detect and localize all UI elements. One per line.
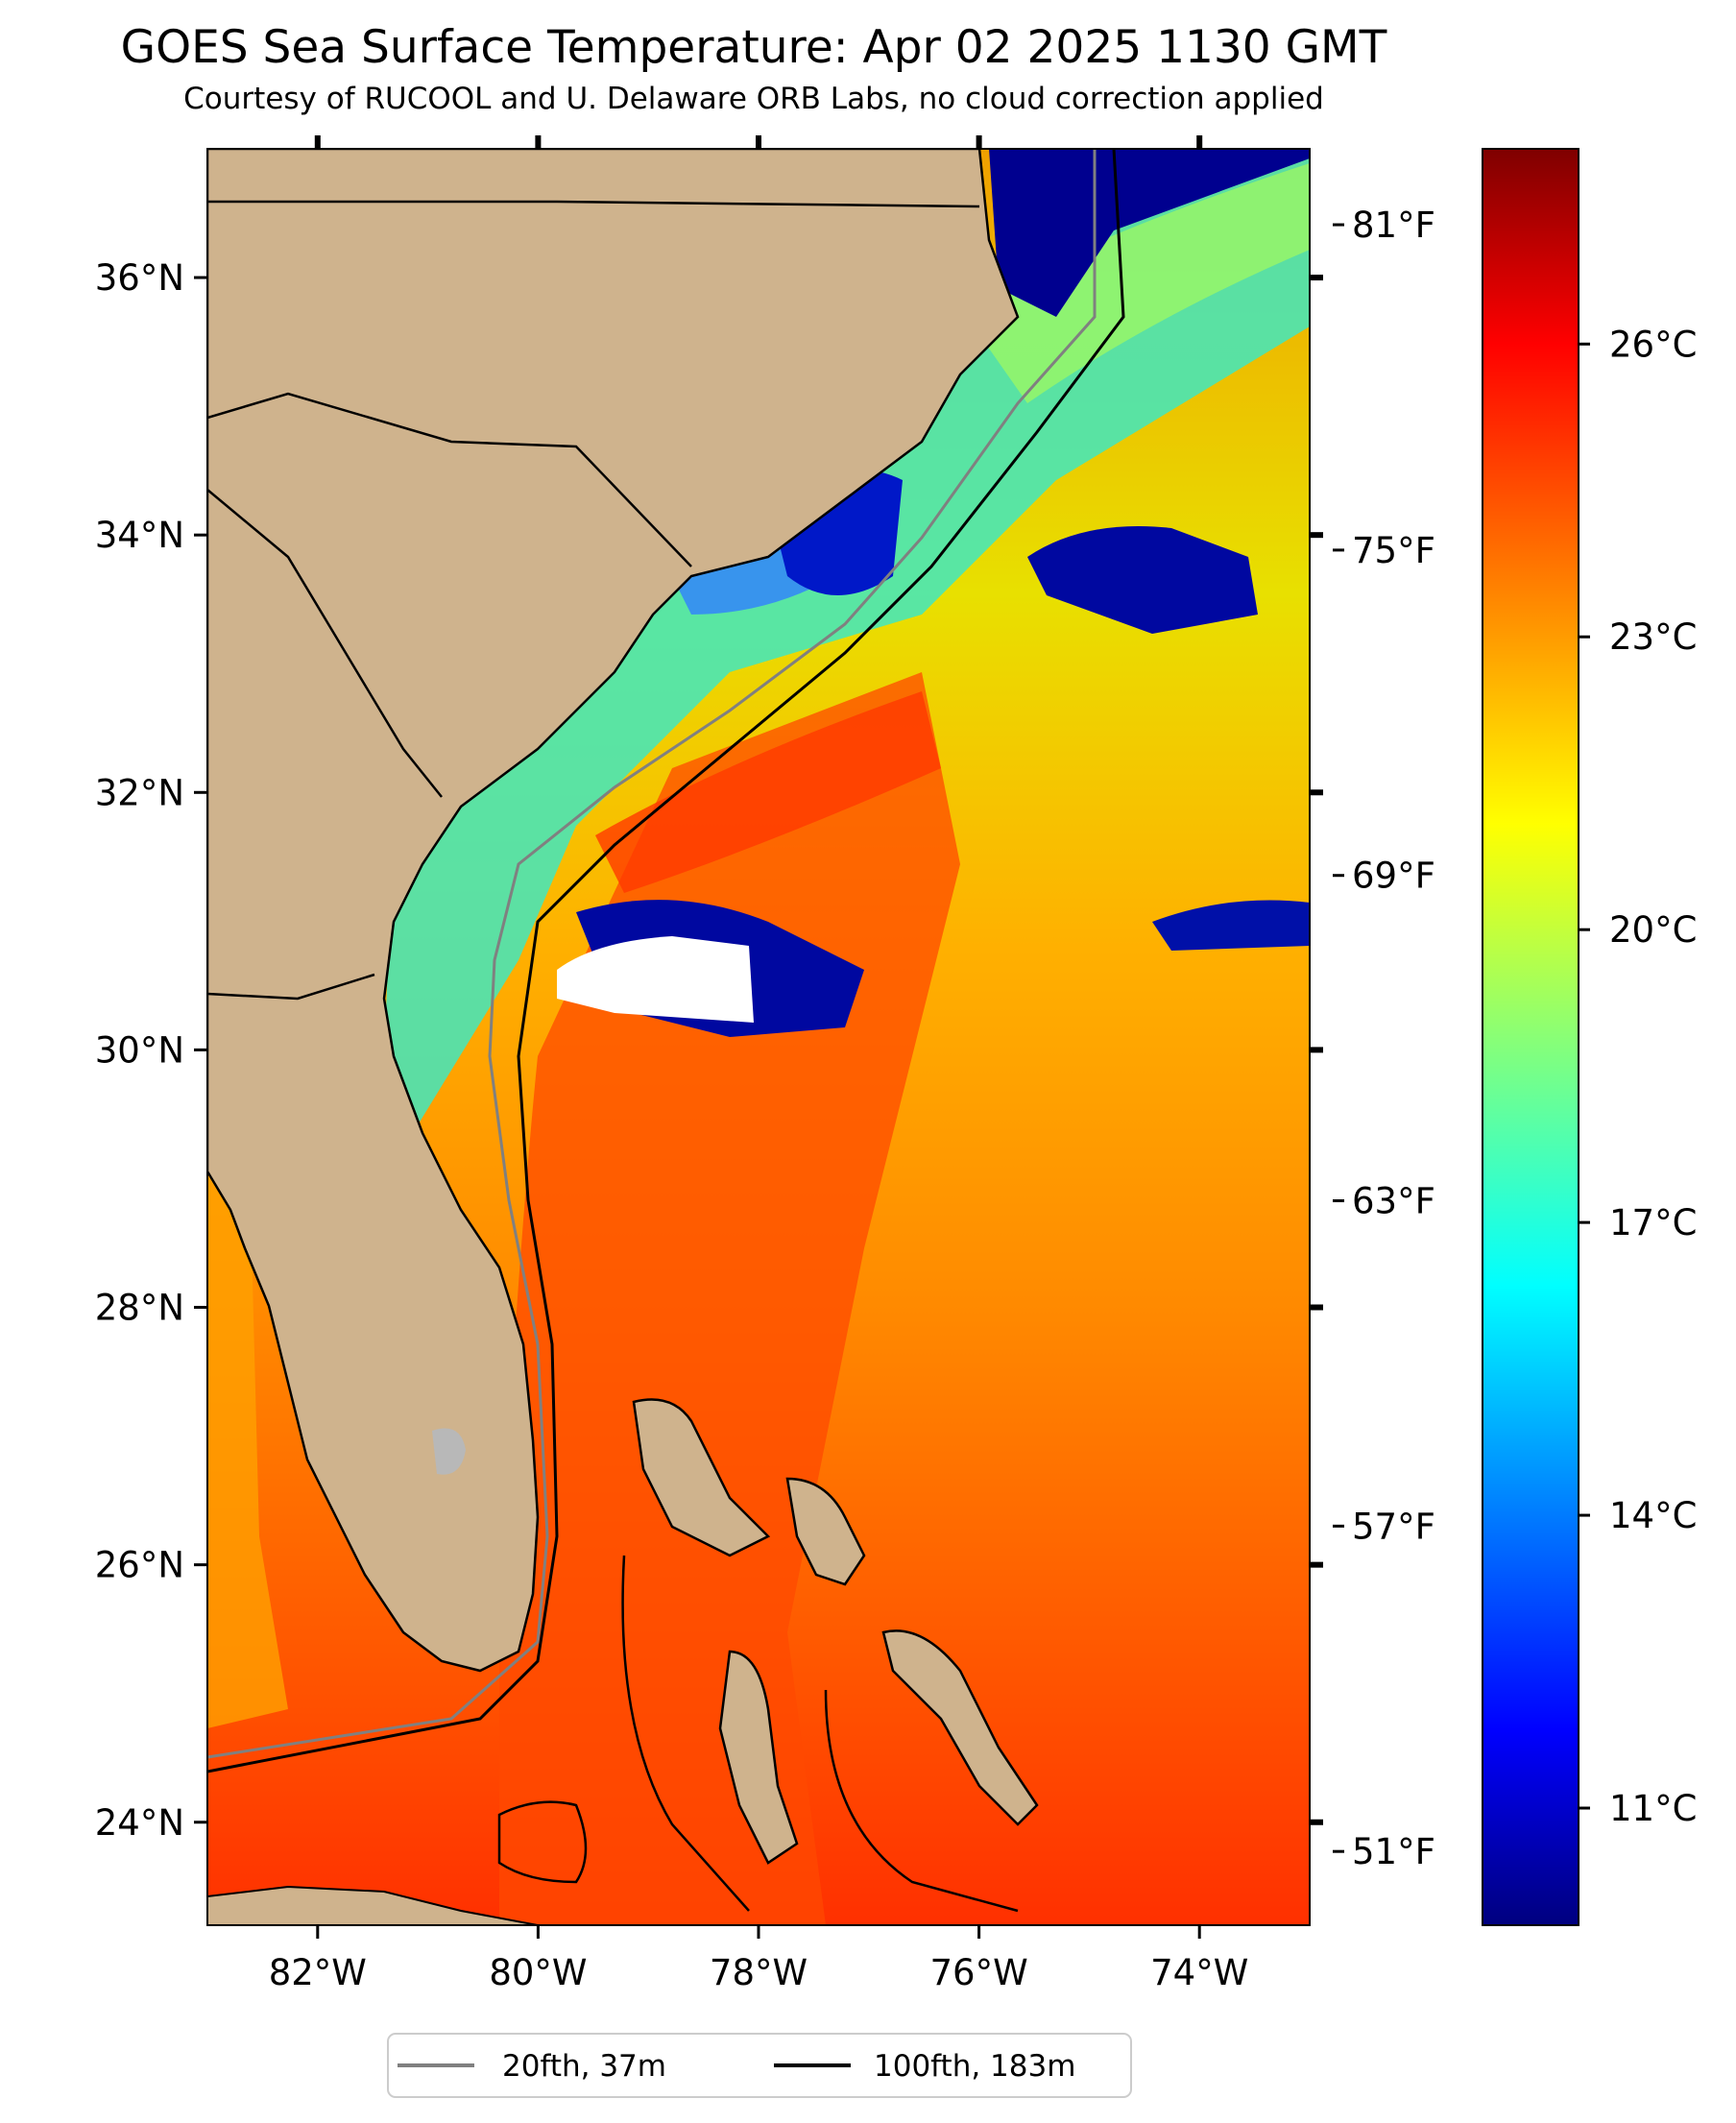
celsius-axis: 11°C 14°C 17°C 20°C 23°C 26°C <box>1579 324 1697 1829</box>
land-us-coast <box>207 149 1020 1673</box>
lon-tick-label: 78°W <box>710 1952 808 1993</box>
fahrenheit-tick-label: 81°F <box>1352 205 1435 246</box>
contour-exuma-sound <box>824 1689 1019 1913</box>
legend: 20fth, 37m 100fth, 183m <box>387 2033 1132 2098</box>
lat-tick-label: 28°N <box>95 1288 184 1329</box>
lon-tick-label: 76°W <box>930 1952 1028 1993</box>
border-nc-sc <box>207 392 692 567</box>
legend-label-100fth: 100fth, 183m <box>874 2049 1075 2084</box>
celsius-tick-label: 17°C <box>1609 1202 1697 1243</box>
lon-tick-label: 82°W <box>269 1952 367 1993</box>
border-va-nc <box>207 200 980 208</box>
cloud-mask-white <box>557 936 754 1023</box>
contour-cay-sal <box>497 1800 588 1884</box>
lat-tick-label: 36°N <box>95 257 184 299</box>
lake-okeechobee <box>432 1428 466 1475</box>
legend-label-20fth: 20fth, 37m <box>502 2049 666 2084</box>
land-andros <box>718 1650 799 1865</box>
colorbar <box>1482 148 1579 1926</box>
lat-tick-label: 32°N <box>95 772 184 813</box>
border-ga-fl <box>207 973 375 1001</box>
lat-tick-label: 24°N <box>95 1802 184 1844</box>
land-cuba <box>207 1885 539 1925</box>
celsius-tick-label: 23°C <box>1609 616 1697 658</box>
lat-tick-label: 34°N <box>95 515 184 556</box>
map-subtitle: Courtesy of RUCOOL and U. Delaware ORB L… <box>183 82 1324 116</box>
warm-eddy <box>595 691 941 893</box>
contour-20fth <box>207 149 1097 1759</box>
fahrenheit-tick-label: 57°F <box>1352 1506 1435 1547</box>
lon-tick-label: 80°W <box>489 1952 587 1993</box>
fahrenheit-tick-label: 75°F <box>1352 530 1435 571</box>
cold-streak-east <box>1152 900 1310 951</box>
border-sc-ga <box>207 489 443 798</box>
legend-box <box>387 2033 1132 2098</box>
fahrenheit-tick-label: 51°F <box>1352 1831 1435 1872</box>
shelf-water-cool <box>384 154 1310 1133</box>
land-eleuthera <box>881 1629 1039 1826</box>
lon-tick-label: 74°W <box>1150 1952 1248 1993</box>
land-grand-bahama <box>632 1398 771 1557</box>
sst-map <box>207 149 1310 1925</box>
cool-band <box>960 163 1310 403</box>
fahrenheit-tick-label: 69°F <box>1352 856 1435 897</box>
celsius-tick-label: 26°C <box>1609 324 1697 365</box>
fahrenheit-axis: 51°F 57°F 63°F 69°F 75°F 81°F <box>1333 205 1435 1872</box>
contour-tongue-ocean-west <box>621 1555 750 1912</box>
cold-water-north <box>989 149 1310 317</box>
contour-100fth <box>207 149 1125 1773</box>
celsius-tick-label: 14°C <box>1609 1495 1697 1536</box>
longitude-axis: 82°W 80°W 78°W 76°W 74°W <box>269 135 1248 1993</box>
gulf-warm-west <box>207 1171 288 1728</box>
celsius-tick-label: 20°C <box>1609 909 1697 951</box>
lat-tick-label: 26°N <box>95 1545 184 1586</box>
cold-patch-offshore <box>1027 526 1258 634</box>
lat-tick-label: 30°N <box>95 1029 184 1071</box>
map-title: GOES Sea Surface Temperature: Apr 02 202… <box>120 21 1387 74</box>
fahrenheit-tick-label: 63°F <box>1352 1181 1435 1222</box>
latitude-axis: 24°N 26°N 28°N 30°N 32°N 34°N 36°N <box>95 257 1323 1844</box>
land-abaco <box>785 1477 866 1586</box>
celsius-tick-label: 11°C <box>1609 1788 1697 1829</box>
